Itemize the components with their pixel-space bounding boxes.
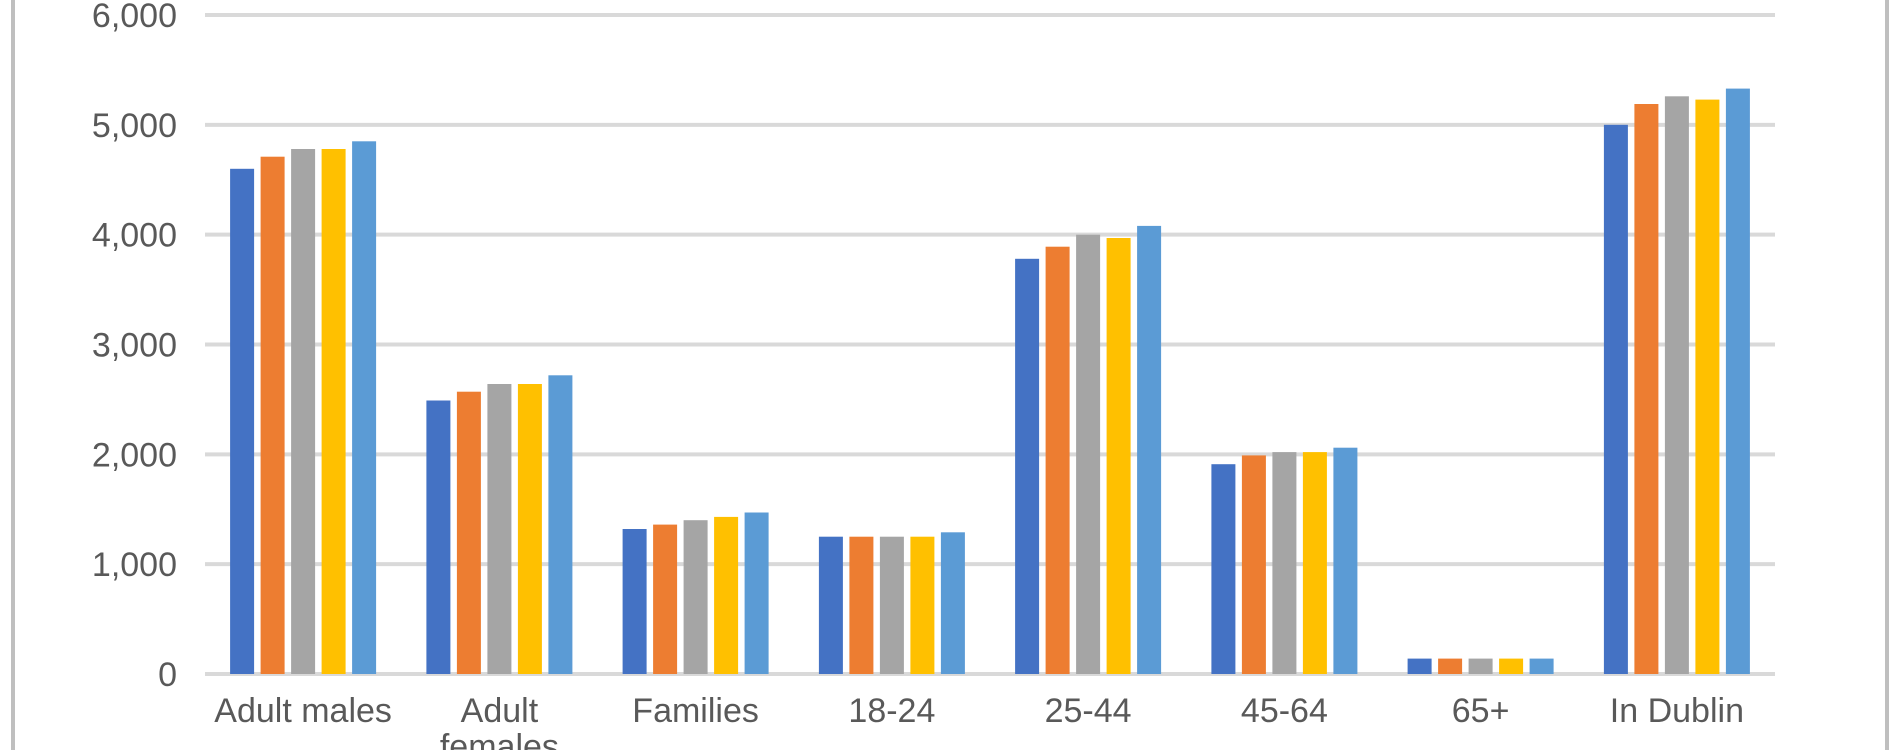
bar bbox=[1045, 246, 1070, 674]
bar bbox=[818, 536, 843, 674]
bar bbox=[321, 149, 346, 674]
x-category-label-line: 65+ bbox=[1452, 692, 1510, 730]
x-category-label-line: 25-44 bbox=[1045, 692, 1132, 730]
bar bbox=[1529, 658, 1554, 674]
bar bbox=[1407, 658, 1432, 674]
bar bbox=[653, 524, 678, 674]
bar bbox=[230, 168, 255, 675]
bar bbox=[940, 532, 965, 674]
bar bbox=[879, 536, 904, 674]
y-tick-label: 2,000 bbox=[92, 436, 177, 474]
bar bbox=[910, 536, 935, 674]
bar bbox=[1603, 124, 1628, 675]
y-tick-label: 0 bbox=[158, 656, 177, 694]
bar bbox=[1015, 258, 1040, 674]
x-axis-category-labels: Adult males Adult females Families 18-24 25-4… bbox=[214, 692, 1744, 750]
bar bbox=[683, 520, 708, 674]
x-category-label: 25-44 bbox=[1045, 692, 1132, 730]
bar bbox=[1211, 464, 1236, 674]
bar bbox=[714, 516, 739, 674]
x-category-label: In Dublin bbox=[1610, 692, 1744, 730]
bar bbox=[1695, 99, 1720, 675]
bar bbox=[1272, 452, 1297, 674]
x-category-label: Families bbox=[632, 692, 759, 730]
x-category-label-line: 18-24 bbox=[848, 692, 935, 730]
bar bbox=[849, 536, 874, 674]
bar bbox=[1302, 452, 1327, 674]
x-category-label: 18-24 bbox=[848, 692, 935, 730]
y-axis-tick-labels: 0 1,000 2,000 3,000 4,000 5,000 6,000 bbox=[92, 0, 177, 694]
bar bbox=[622, 529, 647, 674]
y-tick-label: 5,000 bbox=[92, 107, 177, 145]
bars bbox=[230, 88, 1750, 675]
bar bbox=[1241, 455, 1266, 674]
bar bbox=[487, 384, 512, 674]
bar bbox=[291, 149, 316, 674]
x-category-label: Adult females bbox=[440, 692, 559, 750]
bar bbox=[456, 391, 481, 674]
x-category-label: 45-64 bbox=[1241, 692, 1328, 730]
y-tick-label: 1,000 bbox=[92, 546, 177, 584]
bar bbox=[1438, 658, 1463, 674]
x-category-label-line: 45-64 bbox=[1241, 692, 1328, 730]
bar bbox=[352, 141, 377, 675]
bar bbox=[1664, 96, 1689, 675]
bar bbox=[548, 375, 573, 674]
x-category-label-line: females bbox=[440, 728, 559, 750]
bar bbox=[744, 512, 769, 674]
bar bbox=[1106, 238, 1131, 674]
y-tick-label: 3,000 bbox=[92, 327, 177, 365]
x-category-label-line: Adult bbox=[461, 692, 539, 730]
bar bbox=[517, 384, 542, 674]
x-category-label: 65+ bbox=[1452, 692, 1510, 730]
bar bbox=[1137, 225, 1162, 674]
bar bbox=[426, 400, 451, 674]
x-category-label-line: Families bbox=[632, 692, 759, 730]
x-category-label: Adult males bbox=[214, 692, 392, 730]
x-category-label-line: Adult males bbox=[214, 692, 392, 730]
bar bbox=[1725, 88, 1750, 675]
bar bbox=[1468, 658, 1493, 674]
y-tick-label: 6,000 bbox=[92, 0, 177, 35]
bar bbox=[1634, 104, 1659, 674]
bar bbox=[1499, 658, 1524, 674]
bar bbox=[260, 156, 285, 674]
x-category-label-line: In Dublin bbox=[1610, 692, 1744, 730]
y-tick-label: 4,000 bbox=[92, 217, 177, 255]
bar bbox=[1333, 447, 1358, 674]
bar bbox=[1076, 234, 1101, 674]
